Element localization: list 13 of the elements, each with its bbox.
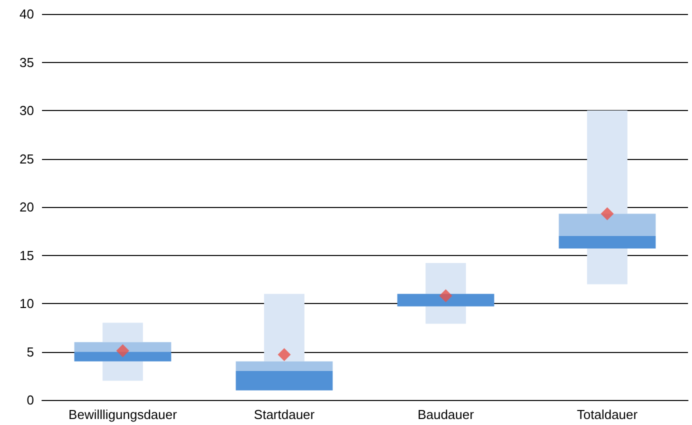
y-tick-label: 20 [20, 200, 34, 214]
y-tick-label: 10 [20, 296, 34, 311]
y-tick-label: 25 [20, 151, 34, 166]
x-tick-label: Bewillligungsdauer [68, 407, 178, 422]
y-tick-label: 35 [20, 54, 34, 70]
y-tick-label: 30 [20, 103, 34, 118]
y-tick-label: 5 [26, 344, 34, 360]
y-tick-label: 0 [26, 392, 34, 408]
y-tick-label: 40 [20, 6, 34, 22]
x-tick-label: Baudauer [418, 407, 475, 422]
y-tick-label: 15 [20, 248, 34, 263]
x-tick-label: Totaldauer [576, 407, 638, 422]
x-tick-label: Startdauer [254, 407, 316, 422]
